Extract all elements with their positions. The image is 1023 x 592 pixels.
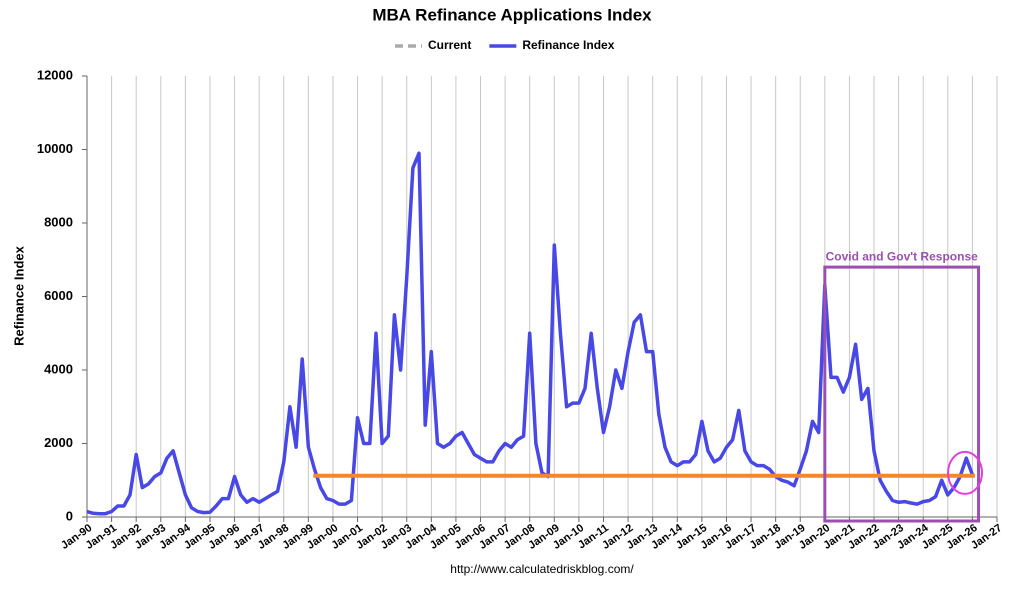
y-tick-label: 2000 xyxy=(44,435,73,450)
y-tick-label: 0 xyxy=(66,508,73,523)
y-tick-label: 6000 xyxy=(44,288,73,303)
y-tick-label: 8000 xyxy=(44,214,73,229)
source: http://www.calculatedriskblog.com/ xyxy=(450,562,634,576)
legend-label: Current xyxy=(428,38,471,52)
legend-label: Refinance Index xyxy=(522,38,614,52)
y-axis-label: Refinance Index xyxy=(11,245,26,345)
y-tick-label: 10000 xyxy=(37,141,73,156)
y-tick-label: 12000 xyxy=(37,67,73,82)
annotation-box xyxy=(823,265,981,523)
chart-title: MBA Refinance Applications Index xyxy=(372,5,652,24)
annotation-text: Covid and Gov't Response xyxy=(826,249,979,263)
y-tick-label: 4000 xyxy=(44,361,73,376)
highlight-circle xyxy=(947,450,984,495)
